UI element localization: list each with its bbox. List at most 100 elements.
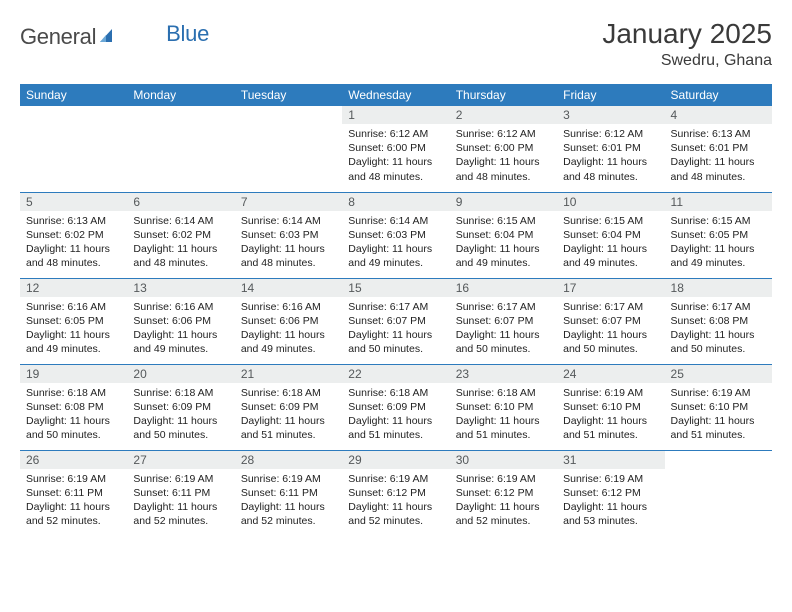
day-line: Daylight: 11 hours: [348, 242, 443, 256]
day-line: Daylight: 11 hours: [26, 242, 121, 256]
calendar-cell: 21Sunrise: 6:18 AMSunset: 6:09 PMDayligh…: [235, 364, 342, 450]
day-line: Sunset: 6:11 PM: [133, 486, 228, 500]
day-number: 12: [20, 279, 127, 297]
day-line: Daylight: 11 hours: [563, 328, 658, 342]
day-line: Daylight: 11 hours: [26, 328, 121, 342]
calendar-week: 1Sunrise: 6:12 AMSunset: 6:00 PMDaylight…: [20, 106, 772, 192]
day-number: 22: [342, 365, 449, 383]
day-line: and 48 minutes.: [563, 170, 658, 184]
day-number: 27: [127, 451, 234, 469]
day-line: Sunrise: 6:18 AM: [456, 386, 551, 400]
day-number: 4: [665, 106, 772, 124]
day-line: Sunset: 6:06 PM: [133, 314, 228, 328]
day-line: Sunset: 6:07 PM: [456, 314, 551, 328]
calendar-cell: [665, 450, 772, 536]
calendar-cell: 23Sunrise: 6:18 AMSunset: 6:10 PMDayligh…: [450, 364, 557, 450]
day-header: Saturday: [665, 84, 772, 106]
day-number: 13: [127, 279, 234, 297]
day-line: Daylight: 11 hours: [241, 328, 336, 342]
day-body: Sunrise: 6:17 AMSunset: 6:07 PMDaylight:…: [450, 297, 557, 361]
day-line: Sunrise: 6:16 AM: [241, 300, 336, 314]
day-number: 7: [235, 193, 342, 211]
day-line: Sunrise: 6:16 AM: [133, 300, 228, 314]
calendar-cell: [235, 106, 342, 192]
day-line: Sunrise: 6:14 AM: [133, 214, 228, 228]
day-body: Sunrise: 6:19 AMSunset: 6:11 PMDaylight:…: [127, 469, 234, 533]
day-body: Sunrise: 6:12 AMSunset: 6:01 PMDaylight:…: [557, 124, 664, 188]
day-line: and 52 minutes.: [456, 514, 551, 528]
day-line: Daylight: 11 hours: [671, 242, 766, 256]
day-body: Sunrise: 6:15 AMSunset: 6:04 PMDaylight:…: [450, 211, 557, 275]
day-body: Sunrise: 6:19 AMSunset: 6:11 PMDaylight:…: [235, 469, 342, 533]
day-number: 15: [342, 279, 449, 297]
day-body: Sunrise: 6:19 AMSunset: 6:12 PMDaylight:…: [342, 469, 449, 533]
day-body: Sunrise: 6:19 AMSunset: 6:12 PMDaylight:…: [557, 469, 664, 533]
day-line: Sunrise: 6:18 AM: [133, 386, 228, 400]
day-header: Tuesday: [235, 84, 342, 106]
day-line: Sunrise: 6:15 AM: [563, 214, 658, 228]
day-header: Thursday: [450, 84, 557, 106]
day-line: and 53 minutes.: [563, 514, 658, 528]
day-line: Sunset: 6:08 PM: [671, 314, 766, 328]
day-header: Monday: [127, 84, 234, 106]
day-line: and 49 minutes.: [671, 256, 766, 270]
day-number: 21: [235, 365, 342, 383]
day-line: Sunrise: 6:19 AM: [348, 472, 443, 486]
calendar-cell: 13 Sunrise: 6:16 AMSunset: 6:06 PMDayligh…: [127, 278, 234, 364]
day-number: 25: [665, 365, 772, 383]
logo-sail-icon: [98, 27, 118, 48]
day-line: Sunset: 6:00 PM: [348, 141, 443, 155]
day-line: Sunset: 6:04 PM: [563, 228, 658, 242]
day-body: Sunrise: 6:13 AMSunset: 6:02 PMDaylight:…: [20, 211, 127, 275]
day-line: Sunrise: 6:18 AM: [348, 386, 443, 400]
day-line: and 49 minutes.: [241, 342, 336, 356]
calendar-cell: 30Sunrise: 6:19 AMSunset: 6:12 PMDayligh…: [450, 450, 557, 536]
day-line: and 49 minutes.: [563, 256, 658, 270]
calendar-cell: 11Sunrise: 6:15 AMSunset: 6:05 PMDayligh…: [665, 192, 772, 278]
day-line: Daylight: 11 hours: [671, 328, 766, 342]
day-line: and 52 minutes.: [348, 514, 443, 528]
calendar-cell: 14Sunrise: 6:16 AMSunset: 6:06 PMDayligh…: [235, 278, 342, 364]
day-body: Sunrise: 6:12 AMSunset: 6:00 PMDaylight:…: [342, 124, 449, 188]
day-body: Sunrise: 6:17 AMSunset: 6:07 PMDaylight:…: [557, 297, 664, 361]
calendar-cell: 18Sunrise: 6:17 AMSunset: 6:08 PMDayligh…: [665, 278, 772, 364]
day-number: 31: [557, 451, 664, 469]
day-line: Sunrise: 6:19 AM: [241, 472, 336, 486]
day-line: and 50 minutes.: [456, 342, 551, 356]
day-line: Sunset: 6:03 PM: [348, 228, 443, 242]
day-line: and 52 minutes.: [241, 514, 336, 528]
day-line: and 52 minutes.: [26, 514, 121, 528]
calendar-week: 19Sunrise: 6:18 AMSunset: 6:08 PMDayligh…: [20, 364, 772, 450]
calendar-cell: 7Sunrise: 6:14 AMSunset: 6:03 PMDaylight…: [235, 192, 342, 278]
day-line: Sunrise: 6:14 AM: [348, 214, 443, 228]
day-line: and 48 minutes.: [671, 170, 766, 184]
day-line: Sunrise: 6:12 AM: [348, 127, 443, 141]
day-line: Sunset: 6:11 PM: [241, 486, 336, 500]
calendar-cell: [127, 106, 234, 192]
day-line: Daylight: 11 hours: [671, 414, 766, 428]
day-line: Daylight: 11 hours: [563, 414, 658, 428]
day-body: Sunrise: 6:19 AMSunset: 6:11 PMDaylight:…: [20, 469, 127, 533]
day-line: and 48 minutes.: [241, 256, 336, 270]
day-line: and 49 minutes.: [456, 256, 551, 270]
day-number: 20: [127, 365, 234, 383]
day-body: Sunrise: 6:17 AMSunset: 6:08 PMDaylight:…: [665, 297, 772, 361]
day-body: Sunrise: 6:19 AMSunset: 6:10 PMDaylight:…: [665, 383, 772, 447]
day-line: Daylight: 11 hours: [348, 414, 443, 428]
day-line: Daylight: 11 hours: [133, 328, 228, 342]
day-number: 11: [665, 193, 772, 211]
day-line: Daylight: 11 hours: [671, 155, 766, 169]
day-line: Daylight: 11 hours: [456, 155, 551, 169]
title-block: January 2025 Swedru, Ghana: [602, 18, 772, 70]
day-line: Sunset: 6:02 PM: [26, 228, 121, 242]
calendar-week: 5Sunrise: 6:13 AMSunset: 6:02 PMDaylight…: [20, 192, 772, 278]
day-line: Sunrise: 6:19 AM: [563, 386, 658, 400]
day-number: 30: [450, 451, 557, 469]
calendar-cell: 31Sunrise: 6:19 AMSunset: 6:12 PMDayligh…: [557, 450, 664, 536]
day-body: Sunrise: 6:14 AMSunset: 6:03 PMDaylight:…: [235, 211, 342, 275]
day-line: Sunrise: 6:19 AM: [456, 472, 551, 486]
day-line: Daylight: 11 hours: [563, 242, 658, 256]
day-line: Sunset: 6:12 PM: [348, 486, 443, 500]
day-line: Sunrise: 6:15 AM: [456, 214, 551, 228]
day-line: Daylight: 11 hours: [241, 242, 336, 256]
